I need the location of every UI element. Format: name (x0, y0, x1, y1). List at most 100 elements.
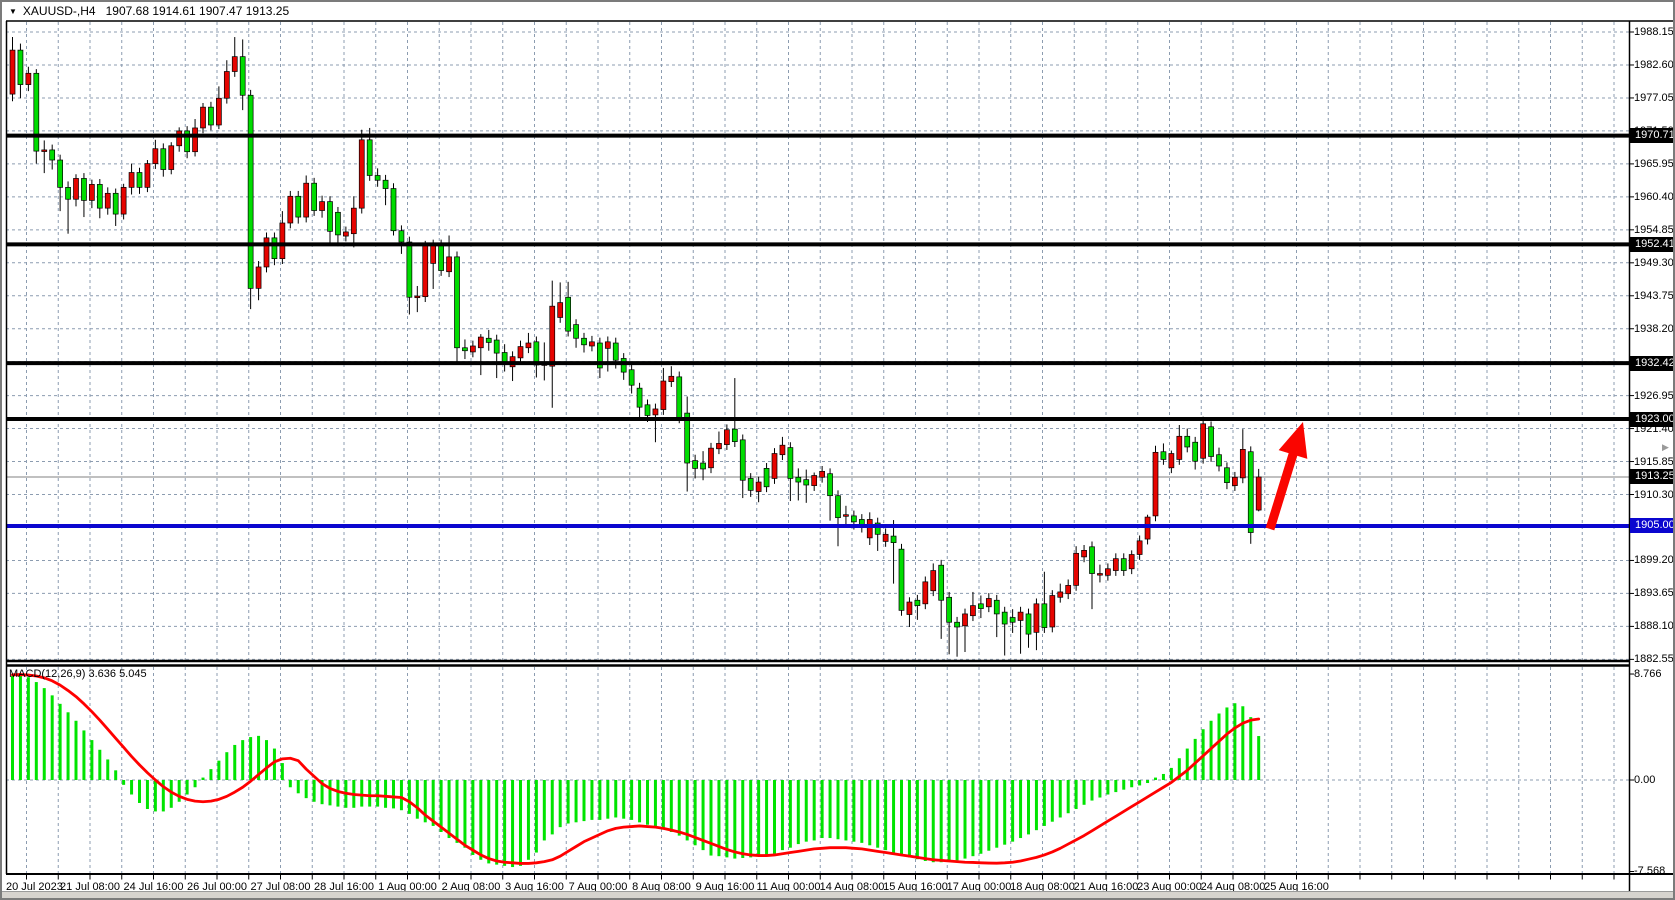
bear-candle (1216, 454, 1222, 467)
macd-histogram-bar (495, 780, 499, 865)
macd-histogram-bar (431, 780, 435, 826)
bear-candle (565, 296, 571, 332)
macd-histogram-bar (923, 780, 927, 862)
bear-candle (954, 621, 960, 628)
macd-histogram-bar (1074, 780, 1078, 810)
macd-histogram-bar (844, 780, 848, 841)
macd-histogram-bar (884, 780, 888, 851)
macd-histogram-bar (749, 780, 753, 858)
bear-candle (112, 192, 119, 215)
bear-candle (390, 188, 397, 232)
macd-histogram-bar (1050, 780, 1054, 822)
macd-histogram-bar (836, 780, 840, 840)
bull-candle (930, 570, 937, 592)
macd-histogram-bar (1257, 736, 1261, 780)
macd-histogram-bar (225, 752, 229, 780)
macd-histogram-bar (638, 780, 642, 823)
bull-candle (263, 237, 270, 268)
bull-candle (708, 447, 714, 469)
macd-histogram-bar (1027, 780, 1030, 835)
macd-histogram-bar (860, 780, 864, 843)
macd-histogram-bar (606, 780, 610, 819)
bull-candle (1136, 540, 1143, 555)
macd-histogram-bar (1169, 767, 1173, 780)
trend-arrow-shaft[interactable] (1265, 447, 1300, 531)
bull-candle (430, 244, 437, 264)
bear-candle (1224, 467, 1230, 483)
macd-histogram-bar (265, 740, 268, 780)
bull-candle (660, 380, 667, 410)
macd-histogram-bar (463, 780, 467, 848)
macd-histogram-bar (717, 780, 721, 857)
macd-histogram-bar (106, 759, 110, 780)
macd-histogram-bar (987, 780, 991, 851)
bull-candle (25, 72, 32, 85)
bear-candle (993, 599, 1000, 615)
macd-histogram-bar (900, 780, 903, 855)
symbol-dropdown-icon[interactable]: ▼ (9, 6, 17, 16)
macd-histogram-bar (1082, 780, 1086, 805)
macd-histogram-bar (503, 780, 507, 866)
time-axis-label: 26 Jul 00:00 (187, 881, 247, 893)
chart-title: XAUUSD-,H4 1907.68 1914.61 1907.47 1913.2… (23, 4, 289, 18)
macd-histogram-bar (566, 780, 570, 824)
bull-candle (192, 127, 198, 153)
macd-histogram-bar (487, 780, 491, 864)
macd-histogram-bar (1106, 780, 1110, 795)
macd-histogram-bar (519, 780, 522, 866)
macd-histogram-bar (1154, 777, 1157, 780)
bull-candle (652, 408, 659, 416)
bear-candle (890, 535, 897, 543)
bull-candle (755, 481, 762, 492)
macd-histogram-bar (114, 770, 118, 780)
macd-histogram-bar (788, 780, 792, 848)
bull-candle (1017, 611, 1024, 621)
macd-histogram-bar (534, 780, 538, 853)
macd-histogram-bar (741, 780, 745, 858)
bull-candle (668, 375, 675, 382)
bear-candle (65, 187, 71, 200)
price-badge: 1923.00 (1630, 411, 1673, 427)
bull-candle (557, 302, 564, 318)
bear-candle (1160, 451, 1167, 460)
bear-candle (382, 179, 389, 189)
bear-candle (366, 139, 373, 176)
macd-histogram-bar (217, 760, 221, 780)
bull-candle (1097, 573, 1103, 576)
bull-candle (843, 514, 849, 517)
bear-candle (731, 428, 738, 442)
macd-histogram-bar (1241, 706, 1245, 780)
bull-candle (779, 444, 786, 456)
macd-histogram-bar (399, 780, 403, 811)
macd-histogram-bar (415, 780, 419, 819)
bull-candle (724, 429, 730, 445)
bear-candle (636, 387, 643, 408)
macd-histogram-bar (479, 780, 483, 860)
macd-histogram-bar (241, 740, 245, 780)
bear-candle (978, 603, 984, 609)
macd-histogram-bar (272, 748, 276, 780)
macd-histogram-bar (280, 763, 284, 780)
trend-arrow-head[interactable] (1278, 422, 1308, 459)
bear-candle (620, 358, 627, 373)
bear-candle (239, 56, 246, 96)
bear-candle (81, 178, 87, 201)
macd-histogram-bar (1233, 703, 1237, 780)
macd-histogram-bar (130, 780, 134, 795)
macd-histogram-bar (384, 780, 388, 808)
macd-histogram-bar (233, 744, 237, 780)
bull-candle (970, 605, 976, 617)
bull-candle (414, 295, 421, 299)
time-axis-label: 17 Aug 00:00 (946, 881, 1012, 893)
time-axis-label: 24 Aug 08:00 (1200, 881, 1266, 893)
time-axis-label: 23 Aug 00:00 (1137, 881, 1202, 893)
bear-candle (57, 159, 63, 188)
bear-candle (374, 175, 381, 181)
price-tick-label: 1954.85 (1634, 223, 1674, 236)
price-tick-label: 1965.95 (1634, 157, 1674, 170)
macd-histogram-bar (963, 780, 967, 859)
macd-histogram-bar (780, 780, 784, 851)
bear-candle (938, 564, 945, 601)
bull-candle (1152, 451, 1159, 517)
